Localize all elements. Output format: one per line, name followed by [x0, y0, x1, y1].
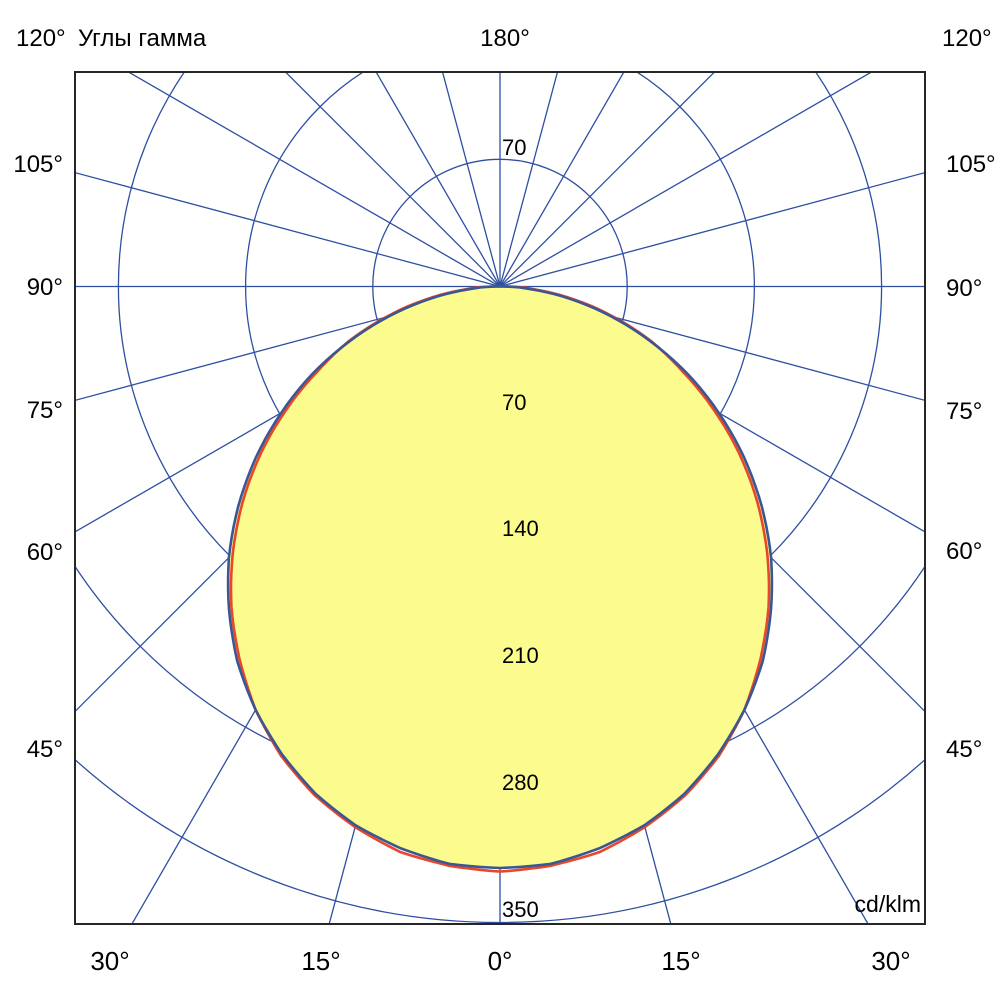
angle-label-right-90: 90°	[946, 275, 982, 302]
angle-label-bottom-0: 0°	[488, 946, 513, 976]
angle-label-top-center: 180°	[480, 25, 530, 52]
intensity-curve-fill	[228, 286, 772, 868]
angle-label-left-60: 60°	[27, 539, 63, 566]
angle-label-right-45: 45°	[946, 736, 982, 763]
angle-label-left-105: 105°	[13, 151, 63, 178]
unit-label: cd/klm	[855, 891, 921, 917]
angle-label-bottom-15L: 15°	[301, 946, 340, 976]
angle-label-bottom-15R: 15°	[661, 946, 700, 976]
angle-label-left-90: 90°	[27, 274, 63, 301]
angle-label-top-right: 120°	[942, 25, 992, 52]
angle-label-left-45: 45°	[27, 736, 63, 763]
angle-label-right-105: 105°	[946, 151, 996, 178]
angle-label-bottom-30R: 30°	[871, 946, 910, 976]
ring-label-350: 350	[502, 897, 539, 922]
ring-label-210: 210	[502, 643, 539, 668]
angle-label-bottom-30L: 30°	[90, 946, 129, 976]
angle-label-left-75: 75°	[27, 397, 63, 424]
ring-label-140: 140	[502, 516, 539, 541]
ring-label-70: 70	[502, 390, 526, 415]
angle-label-right-60: 60°	[946, 538, 982, 565]
angle-label-top-left: 120°	[16, 25, 66, 52]
plot-frame	[74, 71, 926, 925]
angle-label-right-75: 75°	[946, 398, 982, 425]
intensity-curve-c0-red	[229, 285, 771, 873]
ring-label-70-top: 70	[502, 135, 526, 160]
intensity-curve-c90-navy	[226, 285, 774, 870]
ring-label-280: 280	[502, 770, 539, 795]
chart-title: Углы гамма	[78, 25, 207, 52]
